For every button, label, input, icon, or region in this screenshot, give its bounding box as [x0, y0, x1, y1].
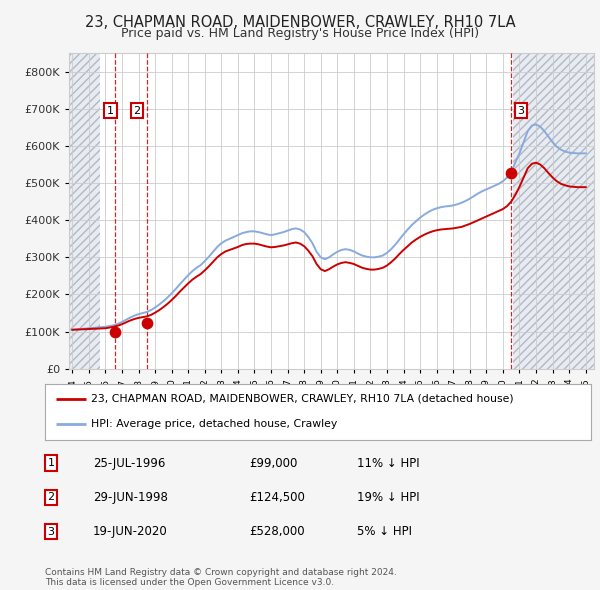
Point	[142, 318, 152, 327]
Point	[506, 168, 515, 178]
Text: Contains HM Land Registry data © Crown copyright and database right 2024.
This d: Contains HM Land Registry data © Crown c…	[45, 568, 397, 587]
Text: 23, CHAPMAN ROAD, MAIDENBOWER, CRAWLEY, RH10 7LA (detached house): 23, CHAPMAN ROAD, MAIDENBOWER, CRAWLEY, …	[91, 394, 514, 404]
Text: 23, CHAPMAN ROAD, MAIDENBOWER, CRAWLEY, RH10 7LA: 23, CHAPMAN ROAD, MAIDENBOWER, CRAWLEY, …	[85, 15, 515, 30]
Text: 2: 2	[133, 106, 140, 116]
Text: 29-JUN-1998: 29-JUN-1998	[93, 491, 168, 504]
Text: 3: 3	[518, 106, 524, 116]
Text: 1: 1	[47, 458, 55, 468]
Text: £528,000: £528,000	[249, 525, 305, 538]
Text: £99,000: £99,000	[249, 457, 298, 470]
Bar	[69, 53, 100, 369]
Text: 25-JUL-1996: 25-JUL-1996	[93, 457, 166, 470]
Text: £124,500: £124,500	[249, 491, 305, 504]
Text: 3: 3	[47, 527, 55, 536]
Text: 2: 2	[47, 493, 55, 502]
Text: 5% ↓ HPI: 5% ↓ HPI	[357, 525, 412, 538]
Text: 19-JUN-2020: 19-JUN-2020	[93, 525, 168, 538]
Point	[110, 327, 120, 337]
Text: 1: 1	[107, 106, 114, 116]
Text: HPI: Average price, detached house, Crawley: HPI: Average price, detached house, Craw…	[91, 419, 338, 430]
Text: 11% ↓ HPI: 11% ↓ HPI	[357, 457, 419, 470]
Text: Price paid vs. HM Land Registry's House Price Index (HPI): Price paid vs. HM Land Registry's House …	[121, 27, 479, 40]
Text: 19% ↓ HPI: 19% ↓ HPI	[357, 491, 419, 504]
Bar	[513, 53, 594, 369]
